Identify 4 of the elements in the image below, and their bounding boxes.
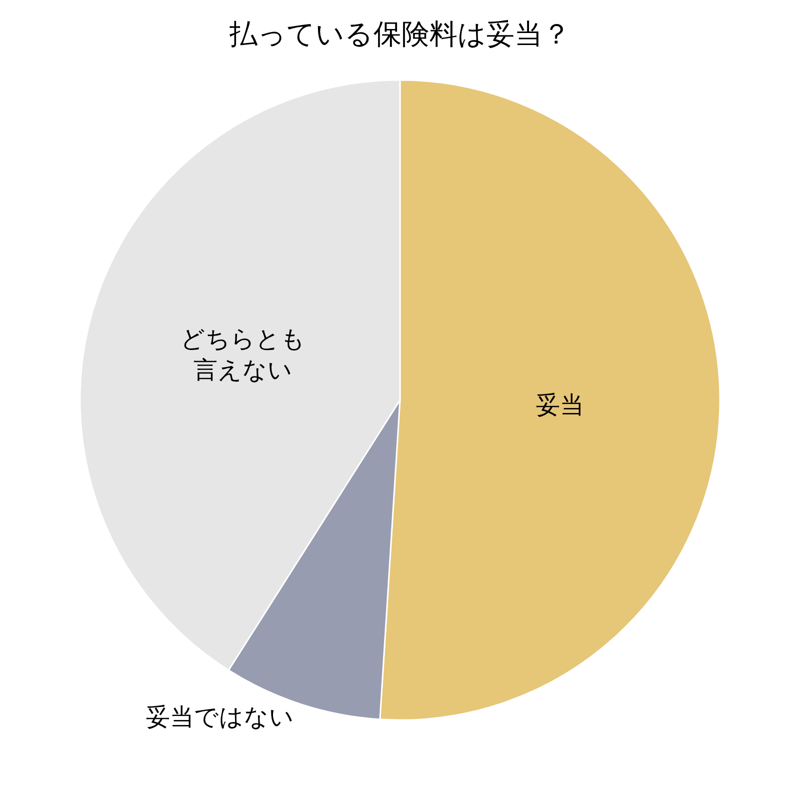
- slice-label: 妥当: [536, 391, 584, 420]
- slice-label: どちらとも言えない: [180, 324, 306, 384]
- slice-label: 妥当ではない: [146, 703, 294, 731]
- chart-title: 払っている保険料は妥当？: [228, 18, 570, 51]
